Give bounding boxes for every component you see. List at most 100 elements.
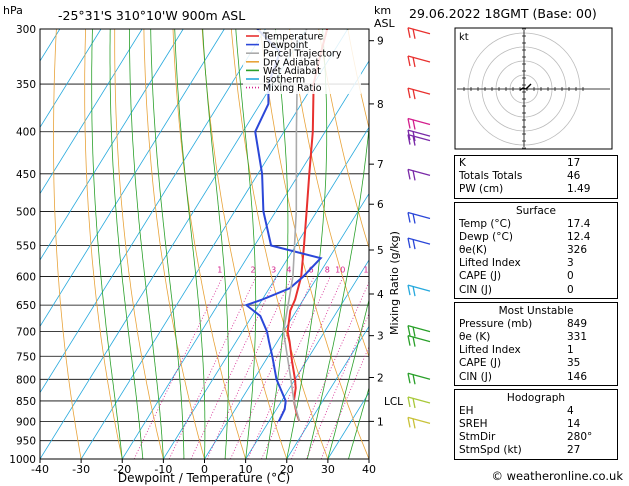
legend-label: Wet Adiabat [263,66,321,77]
wet-adiabat [348,386,369,459]
axes: 3003504004505005506006507007508008509009… [9,24,403,476]
surface-label: θe(K) [459,244,487,257]
dry-adiabat [114,29,164,459]
x-tick-label: -10 [154,463,172,476]
surface-row: Dewp (°C) 12.4 [455,231,617,244]
surface-row: Temp (°C) 17.4 [455,218,617,231]
series-parcel-trajectory [282,29,308,422]
wind-barb [407,372,431,380]
general-indices: K 17 Totals Totals 46 PW (cm) 1.49 [454,155,618,199]
isotherm [80,29,349,459]
dry-adiabat [201,29,288,459]
wind-barb [407,133,431,142]
credit-text: © weatheronline.co.uk [491,469,623,483]
wind-barb-feather [407,238,411,249]
mixing-ratio-label: 1 [217,266,222,275]
wind-barbs [407,27,431,429]
mixing-ratio-line [133,276,224,459]
km-tick-label: 9 [377,36,384,48]
pressure-tick-label: 650 [16,300,36,312]
surface-row: CIN (J) 0 [455,284,617,297]
legend-label: Dewpoint [263,40,308,51]
km-tick-label: 8 [377,99,384,111]
series-lines [244,29,329,422]
hodo-value: 27 [567,444,581,457]
hodograph-unit: kt [459,32,469,43]
wind-barb [407,55,431,63]
mixing-ratio-label: 6 [308,266,313,275]
hodograph-title: Hodograph [506,391,566,404]
legend-label: Mixing Ratio [263,83,322,94]
unstable-label: θe (K) [459,331,491,344]
surface-label: CIN (J) [459,283,492,296]
surface-label: Dewp (°C) [459,230,513,243]
isotherm [40,29,266,394]
pressure-tick-label: 600 [16,272,36,284]
mixing-ratio-axis-title: Mixing Ratio (g/kg) [388,231,401,335]
asl-label: ASL [374,17,396,30]
km-tick-label: 3 [377,331,384,343]
hodo-value: 4 [567,404,574,417]
hodo-label: StmDir [459,431,496,444]
indices-panel: K 17 Totals Totals 46 PW (cm) 1.49 Surface Te… [454,155,618,463]
hodograph: kt [454,27,613,150]
mixing-ratio-label: 4 [286,266,291,275]
wind-barb-feather [407,285,411,296]
hodo-row: EH 4 [455,405,617,418]
pressure-tick-label: 850 [16,396,36,408]
surface-value: 3 [567,257,574,270]
km-tick-label: 6 [377,199,384,211]
pressure-tick-label: 800 [16,374,36,386]
unstable-row: CIN (J) 146 [455,371,617,384]
wind-barb-feather [412,374,416,385]
wind-barb-feather [407,373,411,384]
general-row: K 17 [455,157,617,170]
legend-label: Temperature [262,32,323,43]
surface-row: Lifted Index 3 [455,257,617,270]
pressure-tick-label: 1000 [9,454,36,466]
mixing-ratio-label: 3 [271,266,276,275]
km-tick-label: 7 [377,159,384,171]
km-tick-label: 2 [377,373,384,385]
wind-barb-feather [407,396,411,408]
wind-barb-feather [412,213,416,224]
isotherm [40,29,184,261]
wind-barb [407,237,431,245]
mixing-ratio-line [230,276,315,459]
wind-barb-feather [412,336,416,347]
x-axis-title: Dewpoint / Temperature (°C) [118,471,290,485]
unstable-value: 849 [567,317,588,330]
unstable-value: 331 [567,331,588,344]
pressure-tick-label: 950 [16,436,36,448]
mixing-ratio-line [206,276,293,459]
mixing-ratio-label: 20 [377,266,387,275]
dry-adiabat [143,29,205,459]
km-label: km [374,4,391,17]
dry-adiabat [172,29,246,459]
isotherm [40,29,307,459]
series-temperature [286,29,329,422]
dry-adiabat [53,29,82,459]
hodograph-frame [454,27,613,150]
mixing-ratio-line [247,276,331,459]
wind-barb-feather [407,118,411,129]
pressure-tick-label: 400 [16,127,36,139]
general-label: Totals Totals [459,170,523,183]
wind-barb-feather [407,169,411,180]
surface-label: Temp (°C) [459,217,512,230]
background-lines: 1 2 3 4 6 8 10 16 20 25 [40,29,387,459]
mixing-ratio-line [168,276,257,459]
general-value: 1.49 [567,183,591,196]
km-tick-label: 5 [377,245,384,257]
surface-indices: Surface Temp (°C) 17.4 Dewp (°C) 12.4 θe(K) 3… [454,201,618,299]
surface-value: 0 [567,283,574,296]
pressure-unit: hPa [3,4,23,17]
wind-barb-feather [407,417,411,428]
series-dewpoint [244,29,323,422]
pressure-tick-label: 900 [16,416,36,428]
wind-barb [407,416,431,424]
unstable-label: CAPE (J) [459,357,502,370]
x-tick-label: 40 [362,463,376,476]
